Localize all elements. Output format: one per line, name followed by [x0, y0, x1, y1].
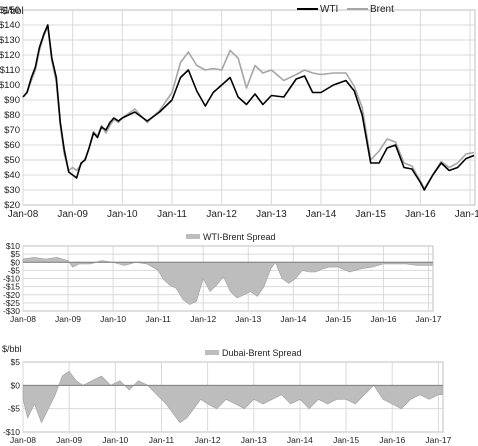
y-tick-label: $50	[4, 155, 20, 166]
x-tick-label: Jan-12	[195, 435, 221, 445]
x-tick-label: Jan-09	[57, 209, 88, 220]
x-tick-label: Jan-08	[10, 435, 36, 445]
x-tick-label: Jan-08	[10, 314, 36, 324]
x-tick-label: Jan-17	[415, 314, 441, 324]
y-tick-label: $70	[4, 125, 20, 136]
wti-brent-title: WTI-Brent Spread	[203, 232, 276, 242]
y-tick-label: $100	[0, 80, 20, 91]
y-tick-label: -$10	[3, 274, 20, 284]
series-line-brent	[22, 25, 475, 190]
x-tick-label: Jan-13	[235, 314, 261, 324]
y-tick-label: -$10	[3, 427, 20, 437]
wti-brent-y-ticks: -$30-$25-$20-$15-$10-$5$0$5$10	[3, 241, 20, 316]
y-tick-label: $80	[4, 110, 20, 121]
spread-area	[22, 257, 433, 305]
x-tick-label: Jan-12	[206, 209, 237, 220]
dubai-brent-y-ticks: -$10 -$5 $0 $5	[3, 357, 20, 437]
x-tick-label: Jan-08	[8, 209, 39, 220]
y-tick-label: $0	[11, 257, 21, 267]
y-tick-label: $5	[11, 357, 21, 367]
price-x-ticks: Jan-08 Jan-09 Jan-10 Jan-11 Jan-12 Jan-13 Jan-…	[8, 209, 478, 220]
legend-label-wti: WTI	[320, 4, 338, 15]
x-tick-label: Jan-15	[333, 435, 359, 445]
x-tick-label: Jan-09	[55, 314, 81, 324]
x-tick-label: Jan-16	[370, 314, 396, 324]
dubai-brent-spread-chart: -$10-$5$0$5 Jan-08 Jan-09 Jan-10 Jan-11 Jan-…	[2, 344, 452, 445]
y-tick-label: $30	[4, 185, 20, 196]
y-tick-label: $0	[11, 380, 21, 390]
y-tick-label: $110	[0, 65, 20, 76]
y-tick-label: $150	[0, 5, 20, 16]
x-tick-label: Jan-10	[107, 209, 138, 220]
x-tick-label: Jan-17	[455, 209, 478, 220]
x-tick-label: Jan-14	[287, 435, 313, 445]
x-tick-label: Jan-15	[355, 209, 386, 220]
price-series	[22, 24, 475, 191]
legend-swatch-dubai-brent	[205, 350, 219, 355]
x-tick-label: Jan-12	[190, 314, 216, 324]
x-tick-label: Jan-13	[241, 435, 267, 445]
y-tick-label: $5	[11, 249, 21, 259]
price-gridlines	[22, 10, 475, 205]
price-plot-area	[22, 9, 476, 206]
x-tick-label: Jan-14	[306, 209, 337, 220]
x-tick-label: Jan-11	[149, 435, 175, 445]
spread-area	[22, 370, 443, 424]
y-tick-label: -$5	[8, 265, 21, 275]
dubai-brent-series	[22, 370, 443, 424]
dubai-brent-title: Dubai-Brent Spread	[222, 348, 302, 358]
x-tick-label: Jan-17	[425, 435, 451, 445]
y-tick-label: -$15	[3, 282, 20, 292]
y-tick-label: $10	[6, 241, 20, 251]
y-tick-label: $40	[4, 170, 20, 181]
y-tick-label: -$30	[3, 306, 20, 316]
y-tick-label: $60	[4, 140, 20, 151]
price-y-ticks: $20 $30 $40 $50 $60 $70 $80 $90 $100 $110 $120 $130…	[0, 5, 20, 211]
y-tick-label: -$25	[3, 298, 20, 308]
x-tick-label: Jan-13	[256, 209, 287, 220]
wti-brent-series	[22, 257, 433, 305]
price-chart: $20 $30 $40 $50 $60 $70 $80 $90 $100 $110 $120 $130…	[0, 4, 478, 220]
x-tick-label: Jan-16	[405, 209, 436, 220]
x-tick-label: Jan-10	[102, 435, 128, 445]
wti-brent-spread-chart: -$30-$25-$20-$15-$10-$5$0$5$10 Jan-08 Jan…	[3, 232, 442, 324]
x-tick-label: Jan-14	[280, 314, 306, 324]
wti-brent-x-ticks: Jan-08 Jan-09 Jan-10 Jan-11 Jan-12 Jan-13 Jan-…	[10, 314, 442, 324]
dubai-brent-y-axis-label: $/bbl	[2, 344, 22, 354]
y-tick-label: $120	[0, 50, 20, 61]
x-tick-label: Jan-09	[56, 435, 82, 445]
series-line-wti	[22, 24, 475, 191]
price-y-axis-label: $/bbl	[2, 6, 24, 17]
x-tick-label: Jan-10	[100, 314, 126, 324]
y-tick-label: -$20	[3, 290, 20, 300]
x-tick-label: Jan-11	[145, 314, 171, 324]
y-tick-label: $20	[4, 200, 20, 211]
legend-label-brent: Brent	[370, 4, 394, 15]
x-tick-label: Jan-15	[325, 314, 351, 324]
dubai-brent-x-ticks: Jan-08 Jan-09 Jan-10 Jan-11 Jan-12 Jan-13 Jan-…	[10, 435, 452, 445]
y-tick-label: -$5	[8, 404, 21, 414]
y-tick-label: $130	[0, 35, 20, 46]
x-tick-label: Jan-11	[157, 209, 187, 220]
legend-swatch-wti-brent	[186, 234, 200, 239]
x-tick-label: Jan-16	[379, 435, 405, 445]
y-tick-label: $90	[4, 95, 20, 106]
price-legend: WTI Brent	[297, 4, 394, 15]
y-tick-label: $140	[0, 20, 20, 31]
